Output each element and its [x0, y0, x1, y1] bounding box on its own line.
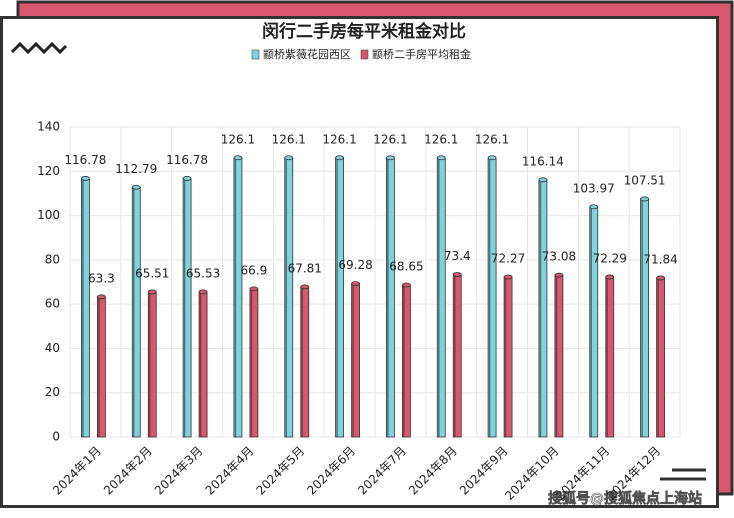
value-label: 72.29 — [593, 251, 627, 265]
value-label: 71.84 — [643, 252, 677, 266]
bar-cap — [656, 275, 665, 281]
value-label: 63.3 — [88, 271, 115, 285]
legend: 颛桥紫薇花园西区 颛桥二手房平均租金 — [251, 47, 471, 61]
bar-cap — [284, 155, 294, 161]
zigzag-decoration — [10, 41, 68, 55]
y-tick-label: 80 — [45, 252, 60, 266]
value-label: 126.1 — [272, 132, 306, 146]
bar-cap — [182, 176, 192, 181]
bar-cap — [97, 294, 106, 300]
y-tick-label: 120 — [37, 164, 60, 178]
y-tick-label: 100 — [37, 208, 60, 222]
value-label: 116.78 — [64, 153, 106, 167]
y-tick-label: 0 — [52, 430, 60, 444]
bar-cap — [436, 155, 446, 161]
value-label: 126.1 — [221, 132, 255, 146]
bar-cap — [233, 155, 243, 161]
value-label: 73.4 — [444, 249, 471, 263]
bar-cap — [147, 289, 157, 295]
value-label: 126.1 — [424, 132, 458, 146]
bar-cap — [402, 282, 411, 288]
bar-cap — [131, 184, 141, 190]
chart-title: 闵行二手房每平米租金对比 — [262, 21, 466, 42]
value-label: 72.27 — [491, 251, 525, 265]
value-label: 126.1 — [475, 132, 509, 146]
y-tick-label: 40 — [45, 341, 60, 355]
value-label: 107.51 — [624, 173, 666, 187]
bar-cap — [640, 196, 649, 202]
value-label: 68.65 — [389, 259, 423, 273]
y-tick-label: 140 — [37, 120, 60, 134]
legend-swatch — [360, 49, 369, 60]
value-label: 67.81 — [288, 261, 322, 275]
value-label: 103.97 — [573, 181, 615, 195]
bar-cap — [589, 204, 599, 210]
legend-swatch — [251, 49, 260, 60]
bar-cap — [386, 155, 395, 161]
value-label: 66.9 — [241, 263, 268, 277]
y-tick-label: 20 — [45, 385, 60, 399]
value-label: 69.28 — [338, 258, 372, 272]
bar-cap — [335, 155, 344, 161]
watermark: 搜狐号@搜狐焦点上海站 — [548, 490, 702, 507]
value-label: 116.78 — [166, 153, 208, 167]
value-label: 73.08 — [542, 250, 576, 264]
bar-cap — [81, 176, 90, 181]
bar-cap — [198, 289, 208, 295]
bar-cap — [605, 274, 615, 280]
bar-cap — [554, 272, 564, 278]
value-label: 126.1 — [373, 132, 407, 146]
bar-cap — [249, 286, 259, 292]
y-tick-label: 60 — [45, 297, 60, 311]
bar-cap — [487, 155, 497, 161]
bar-cap — [503, 274, 513, 280]
value-label: 116.14 — [522, 154, 564, 168]
bar-cap — [452, 272, 462, 277]
value-label: 65.51 — [135, 266, 169, 280]
bar-cap — [538, 177, 548, 183]
bar-cap — [351, 281, 360, 286]
value-label: 112.79 — [115, 162, 157, 176]
bar-cap — [300, 284, 310, 290]
value-label: 126.1 — [322, 132, 356, 146]
legend-label: 颛桥二手房平均租金 — [372, 47, 471, 61]
value-label: 65.53 — [186, 266, 220, 280]
legend-label: 颛桥紫薇花园西区 — [263, 47, 351, 61]
